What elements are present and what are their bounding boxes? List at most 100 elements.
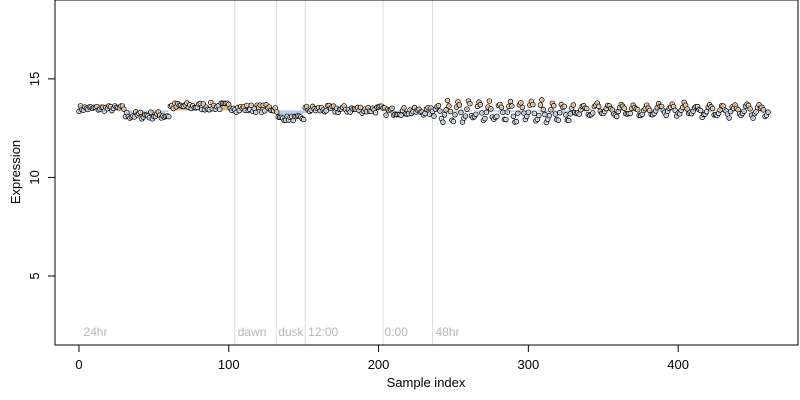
data-point-fill (554, 112, 557, 116)
data-point-fill (432, 114, 436, 118)
data-point-fill (691, 109, 695, 113)
data-point-fill (766, 110, 770, 114)
data-point-fill (681, 106, 684, 109)
data-point-fill (291, 119, 295, 122)
data-point-fill (440, 117, 443, 120)
data-point-fill (654, 109, 657, 113)
data-point-fill (754, 110, 758, 114)
data-point-fill (268, 105, 271, 109)
data-point-fill (274, 106, 277, 110)
data-point-fill (238, 109, 241, 112)
data-point-fill (546, 118, 550, 121)
data-point-fill (506, 110, 509, 114)
data-point-fill (133, 115, 136, 119)
data-point-fill (485, 111, 488, 114)
data-point-fill (537, 114, 541, 117)
data-point-fill (359, 106, 362, 109)
data-point-fill (495, 115, 499, 118)
data-point-fill (557, 118, 560, 122)
data-point-fill (461, 120, 464, 124)
data-point-fill (527, 111, 530, 114)
data-point-fill (122, 107, 126, 111)
data-point-fill (545, 121, 548, 124)
data-point-fill (332, 104, 335, 108)
data-point-fill (585, 107, 588, 110)
data-point-fill (348, 110, 352, 114)
data-point-fill (500, 106, 503, 109)
y-tick-label: 5 (27, 272, 42, 279)
data-point-fill (402, 106, 406, 110)
data-point-fill (629, 112, 632, 115)
data-point-fill (660, 105, 663, 108)
data-point-fill (438, 109, 442, 113)
data-point-fill (250, 104, 253, 107)
data-point-fill (103, 109, 106, 113)
data-point-fill (488, 99, 491, 103)
data-point-fill (384, 113, 388, 117)
y-tick-label: 10 (27, 170, 42, 184)
annotation-label: 12:00 (308, 325, 338, 339)
data-point-fill (509, 100, 512, 103)
data-point-fill (548, 114, 551, 117)
data-point-fill (542, 108, 545, 111)
data-point-fill (217, 104, 220, 107)
data-point-fill (480, 111, 484, 115)
data-point-fill (459, 111, 463, 114)
data-point-fill (530, 100, 533, 103)
data-point-fill (552, 104, 556, 107)
data-point-fill (664, 114, 668, 117)
data-point-fill (636, 108, 639, 111)
data-point-fill (648, 109, 651, 112)
data-point-fill (465, 107, 469, 111)
annotation-label: dawn (238, 325, 267, 339)
data-point-fill (324, 109, 328, 113)
annotation-label: dusk (278, 325, 304, 339)
data-point-fill (458, 103, 461, 107)
data-point-fill (209, 101, 212, 104)
time-annotations: 24hr dawn dusk 12:00 0:00 48hr (83, 325, 459, 339)
x-tick-label: 300 (518, 357, 540, 372)
annotation-vlines (234, 0, 433, 345)
data-point-fill (79, 104, 82, 108)
data-point-fill (263, 109, 266, 113)
data-point-fill (202, 102, 205, 106)
data-point-fill (567, 119, 571, 122)
data-point-fill (539, 103, 542, 107)
data-point-fill (597, 105, 600, 108)
data-point-fill (437, 104, 440, 107)
data-point-fill (696, 105, 699, 108)
y-axis-title: Expression (8, 140, 23, 204)
data-point-fill (443, 113, 446, 116)
data-point-fill (591, 111, 594, 115)
data-point-fill (95, 105, 99, 108)
data-point-fill (479, 103, 482, 106)
data-point-fill (157, 110, 160, 114)
data-point-fill (302, 118, 305, 121)
data-point-fill (718, 108, 722, 112)
data-point-fill (504, 118, 508, 121)
data-point-fill (441, 120, 445, 124)
x-tick-label: 0 (75, 357, 82, 372)
data-points (76, 97, 771, 126)
data-point-fill (196, 106, 199, 109)
data-point-fill (569, 112, 572, 116)
x-tick-label: 400 (667, 357, 689, 372)
data-point-fill (579, 108, 582, 111)
data-point-fill (699, 109, 702, 112)
data-point-fill (641, 113, 644, 116)
data-point-fill (452, 120, 455, 123)
data-point-fill (531, 103, 535, 106)
data-point-fill (623, 107, 626, 110)
data-point-fill (486, 105, 490, 109)
x-tick-label: 100 (218, 357, 240, 372)
data-point-fill (762, 108, 765, 112)
data-point-fill (254, 111, 257, 114)
data-point-fill (615, 115, 618, 118)
data-point-fill (227, 103, 230, 106)
data-point-fill (483, 117, 487, 120)
data-point-fill (265, 103, 268, 106)
data-point-fill (536, 118, 539, 121)
data-point-fill (468, 102, 472, 105)
data-point-fill (455, 105, 458, 109)
data-point-fill (711, 107, 714, 110)
